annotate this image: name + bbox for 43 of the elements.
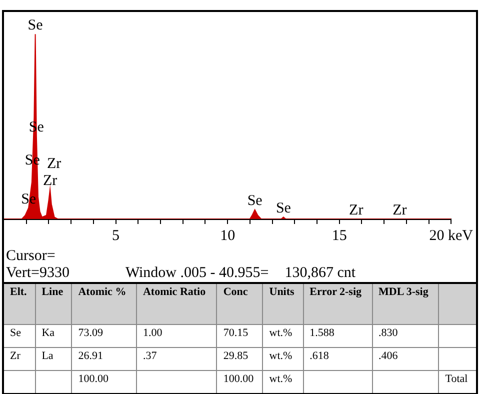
text: .37 — [142, 350, 157, 362]
text: Cursor= — [6, 248, 56, 265]
text: 29.85 — [223, 350, 248, 362]
annotation: Zr — [46, 156, 62, 172]
category-label: MDL 3-sig — [372, 283, 439, 324]
annotation: Zr — [42, 172, 58, 189]
text: Vert=9330 — [6, 265, 70, 282]
text: 1.00 — [142, 327, 162, 339]
text: wt.% — [269, 327, 292, 339]
annotation: Zr — [349, 202, 364, 218]
text: .830 — [378, 327, 398, 339]
text: Ka — [42, 327, 55, 339]
category-label: Conc — [216, 283, 263, 324]
x-tick-label: 15 — [332, 228, 347, 244]
text: Total — [445, 373, 468, 385]
text: 73.09 — [78, 327, 103, 339]
text: Zr — [10, 350, 20, 362]
category-label: Atomic Ratio — [136, 283, 217, 324]
x-tick-label: 5 — [112, 228, 120, 244]
x-tick-label: 20 keV — [429, 228, 474, 244]
annotation: Se — [28, 18, 44, 34]
text: 100.00 — [223, 373, 254, 385]
text: 130,867 cnt — [284, 265, 356, 282]
annotation: Se — [276, 200, 292, 217]
text: wt.% — [269, 350, 292, 362]
text: La — [42, 350, 54, 362]
category-label: Atomic % — [72, 283, 136, 324]
category-label: Elt. — [3, 283, 36, 324]
annotation: Se — [247, 193, 263, 210]
annotation: Zr — [392, 202, 407, 218]
text: 26.91 — [78, 350, 103, 362]
text: wt.% — [269, 373, 292, 385]
text: Window .005 - 40.955= — [125, 265, 269, 282]
x-tick-label: 10 — [220, 228, 236, 244]
text: 100.00 — [78, 373, 108, 385]
category-label: Units — [262, 283, 304, 324]
text: 70.15 — [223, 327, 248, 339]
text: Se — [10, 327, 21, 339]
text: 1.588 — [310, 327, 334, 339]
text: .618 — [310, 350, 329, 362]
text: .406 — [378, 350, 398, 362]
category-label: Error 2-sig — [303, 283, 372, 324]
category-label: Line — [35, 283, 72, 324]
